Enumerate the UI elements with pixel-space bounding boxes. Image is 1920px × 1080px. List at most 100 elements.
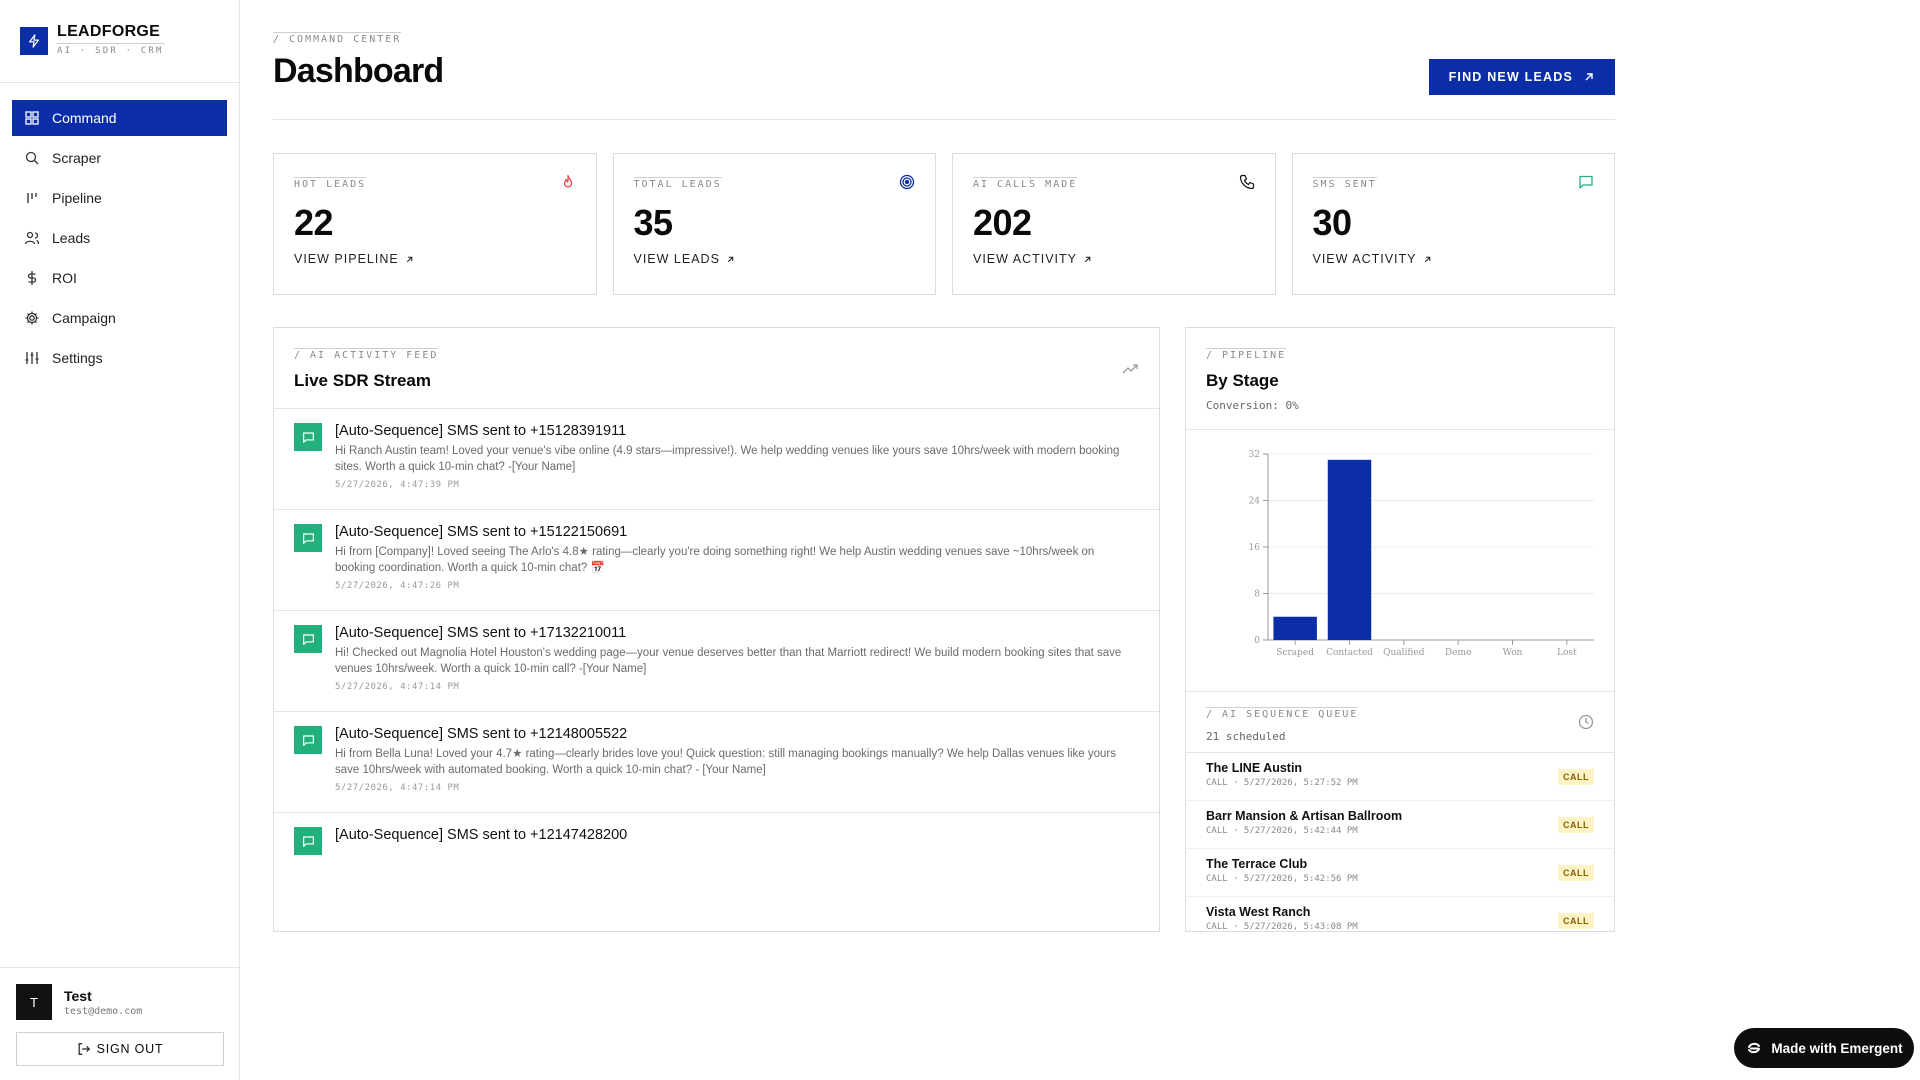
activity-feed-panel: / AI ACTIVITY FEED Live SDR Stream [Auto… bbox=[273, 327, 1160, 932]
arrow-up-right-icon bbox=[727, 256, 734, 262]
call-badge: CALL bbox=[1558, 817, 1594, 833]
x-tick-label: Lost bbox=[1557, 648, 1577, 658]
arrow-up-right-icon bbox=[406, 256, 412, 262]
emergent-logo-icon bbox=[1748, 1042, 1761, 1054]
bar-contacted bbox=[1327, 459, 1372, 640]
y-tick-label: 32 bbox=[1249, 450, 1260, 460]
nav-item-pipeline[interactable]: Pipeline bbox=[12, 180, 227, 216]
view-activity-link[interactable]: VIEW ACTIVITY bbox=[973, 252, 1255, 266]
message-icon bbox=[294, 726, 322, 754]
phone-icon bbox=[1239, 174, 1254, 190]
queue-header: / AI SEQUENCE QUEUE 21 scheduled bbox=[1186, 692, 1614, 753]
queue-eyebrow: / AI SEQUENCE QUEUE bbox=[1206, 707, 1359, 720]
user-name: Test bbox=[64, 987, 92, 1004]
find-new-leads-button[interactable]: FIND NEW LEADS bbox=[1428, 59, 1615, 95]
feed-eyebrow: / AI ACTIVITY FEED bbox=[294, 348, 439, 361]
avatar[interactable]: T bbox=[16, 984, 52, 1020]
brand-name: LEADFORGE bbox=[57, 23, 161, 40]
feed-item[interactable]: [Auto-Sequence] SMS sent to +15122150691… bbox=[274, 510, 1159, 611]
clock-icon bbox=[1578, 714, 1594, 730]
feed-item-message: Hi Ranch Austin team! Loved your venue's… bbox=[335, 445, 1120, 473]
feed-item-time: 5/27/2026, 4:47:14 PM bbox=[335, 682, 460, 692]
nav-label: Scraper bbox=[52, 150, 102, 166]
x-tick-label: Contacted bbox=[1326, 648, 1373, 658]
stat-link-label: VIEW LEADS bbox=[633, 252, 720, 266]
queue-item-name: Vista West Ranch bbox=[1206, 905, 1311, 919]
stat-label: SMS SENT bbox=[1312, 177, 1377, 190]
stat-value: 202 bbox=[973, 202, 1032, 243]
users-icon bbox=[24, 231, 40, 245]
flame-icon bbox=[563, 174, 572, 188]
pipeline-panel: / PIPELINE By Stage Conversion: 0% 0 8 16 2… bbox=[1185, 327, 1615, 932]
view-activity-link[interactable]: VIEW ACTIVITY bbox=[1313, 252, 1595, 266]
stat-card-ai-calls: AI CALLS MADE 202 VIEW ACTIVITY bbox=[952, 153, 1276, 295]
stage-chart: 0 8 16 24 32 Scraped Contacted Qualified Demo Won… bbox=[1186, 430, 1614, 692]
sidebar: LEADFORGE AI · SDR · CRM Command Scraper… bbox=[0, 0, 240, 1080]
stat-card-hot-leads: HOT LEADS 22 VIEW PIPELINE bbox=[273, 153, 597, 295]
pipeline-title: By Stage bbox=[1206, 371, 1279, 390]
message-icon bbox=[294, 524, 322, 552]
feed-header: / AI ACTIVITY FEED Live SDR Stream bbox=[274, 328, 1159, 409]
nav-label: Pipeline bbox=[52, 190, 102, 206]
y-tick-label: 16 bbox=[1249, 543, 1261, 553]
search-icon bbox=[25, 151, 39, 165]
stat-card-sms-sent: SMS SENT 30 VIEW ACTIVITY bbox=[1291, 153, 1615, 295]
feed-item[interactable]: [Auto-Sequence] SMS sent to +15128391911… bbox=[274, 409, 1159, 510]
queue-item[interactable]: Barr Mansion & Artisan Ballroom CALL · 5… bbox=[1186, 801, 1614, 849]
queue-count: 21 scheduled bbox=[1206, 730, 1286, 743]
arrow-up-right-icon bbox=[1585, 73, 1593, 81]
nav-item-scraper[interactable]: Scraper bbox=[12, 140, 227, 176]
feed-item[interactable]: [Auto-Sequence] SMS sent to +17132210011… bbox=[274, 611, 1159, 712]
target-icon bbox=[899, 174, 915, 190]
message-icon bbox=[294, 625, 322, 653]
queue-item[interactable]: Vista West Ranch CALL · 5/27/2026, 5:43:… bbox=[1186, 897, 1614, 932]
nav-label: Campaign bbox=[52, 310, 116, 326]
pipeline-header: / PIPELINE By Stage Conversion: 0% bbox=[1186, 328, 1614, 430]
nav-item-campaign[interactable]: Campaign bbox=[12, 300, 227, 336]
queue-item-meta: CALL · 5/27/2026, 5:43:08 PM bbox=[1206, 922, 1358, 932]
conversion-rate: Conversion: 0% bbox=[1206, 399, 1299, 412]
stage-bar-chart: 0 8 16 24 32 Scraped Contacted Qualified Demo Won… bbox=[1249, 450, 1594, 658]
x-tick-label: Won bbox=[1503, 648, 1523, 658]
queue-item[interactable]: The LINE Austin CALL · 5/27/2026, 5:27:5… bbox=[1186, 753, 1614, 801]
feed-item-message: Hi! Checked out Magnolia Hotel Houston's… bbox=[335, 647, 1122, 675]
feed-item[interactable]: [Auto-Sequence] SMS sent to +12147428200 bbox=[274, 813, 1159, 914]
nav-label: Command bbox=[52, 110, 117, 126]
message-icon bbox=[294, 423, 322, 451]
main-content: / COMMAND CENTER Dashboard FIND NEW LEAD… bbox=[273, 0, 1615, 932]
logout-icon bbox=[78, 1043, 90, 1055]
nav-item-command[interactable]: Command bbox=[12, 100, 227, 136]
y-tick-label: 8 bbox=[1254, 590, 1260, 600]
bar-scraped bbox=[1273, 616, 1317, 640]
main-nav: Command Scraper Pipeline Leads ROI Campa… bbox=[0, 83, 239, 376]
stat-value: 22 bbox=[294, 202, 334, 243]
brand: LEADFORGE AI · SDR · CRM bbox=[0, 0, 239, 83]
made-with-emergent-badge[interactable]: Made with Emergent bbox=[1734, 1028, 1914, 1068]
message-icon bbox=[294, 827, 322, 855]
queue-item[interactable]: The Terrace Club CALL · 5/27/2026, 5:42:… bbox=[1186, 849, 1614, 897]
pipeline-eyebrow: / PIPELINE bbox=[1206, 348, 1287, 361]
sliders-icon bbox=[25, 352, 39, 364]
view-pipeline-link[interactable]: VIEW PIPELINE bbox=[294, 252, 576, 266]
nav-label: Settings bbox=[52, 350, 103, 366]
stat-label: HOT LEADS bbox=[294, 177, 367, 190]
call-badge: CALL bbox=[1558, 913, 1594, 929]
view-leads-link[interactable]: VIEW LEADS bbox=[634, 252, 916, 266]
feed-item[interactable]: [Auto-Sequence] SMS sent to +12148005522… bbox=[274, 712, 1159, 813]
arrow-up-right-icon bbox=[1424, 256, 1430, 262]
nav-item-roi[interactable]: ROI bbox=[12, 260, 227, 296]
nav-item-settings[interactable]: Settings bbox=[12, 340, 227, 376]
feed-item-title: [Auto-Sequence] SMS sent to +15122150691 bbox=[335, 524, 628, 540]
page-eyebrow: / COMMAND CENTER bbox=[273, 32, 402, 45]
sign-out-label: SIGN OUT bbox=[96, 1042, 164, 1056]
kanban-icon bbox=[27, 193, 37, 203]
trending-up-icon bbox=[1122, 364, 1138, 374]
feed-item-time: 5/27/2026, 4:47:39 PM bbox=[335, 480, 460, 490]
feed-title: Live SDR Stream bbox=[294, 371, 431, 390]
nav-item-leads[interactable]: Leads bbox=[12, 220, 227, 256]
bolt-icon[interactable] bbox=[20, 27, 48, 55]
sign-out-button[interactable]: SIGN OUT bbox=[16, 1032, 224, 1066]
feed-item-title: [Auto-Sequence] SMS sent to +15128391911 bbox=[335, 423, 627, 439]
call-badge: CALL bbox=[1558, 865, 1594, 881]
x-tick-label: Qualified bbox=[1383, 648, 1425, 658]
